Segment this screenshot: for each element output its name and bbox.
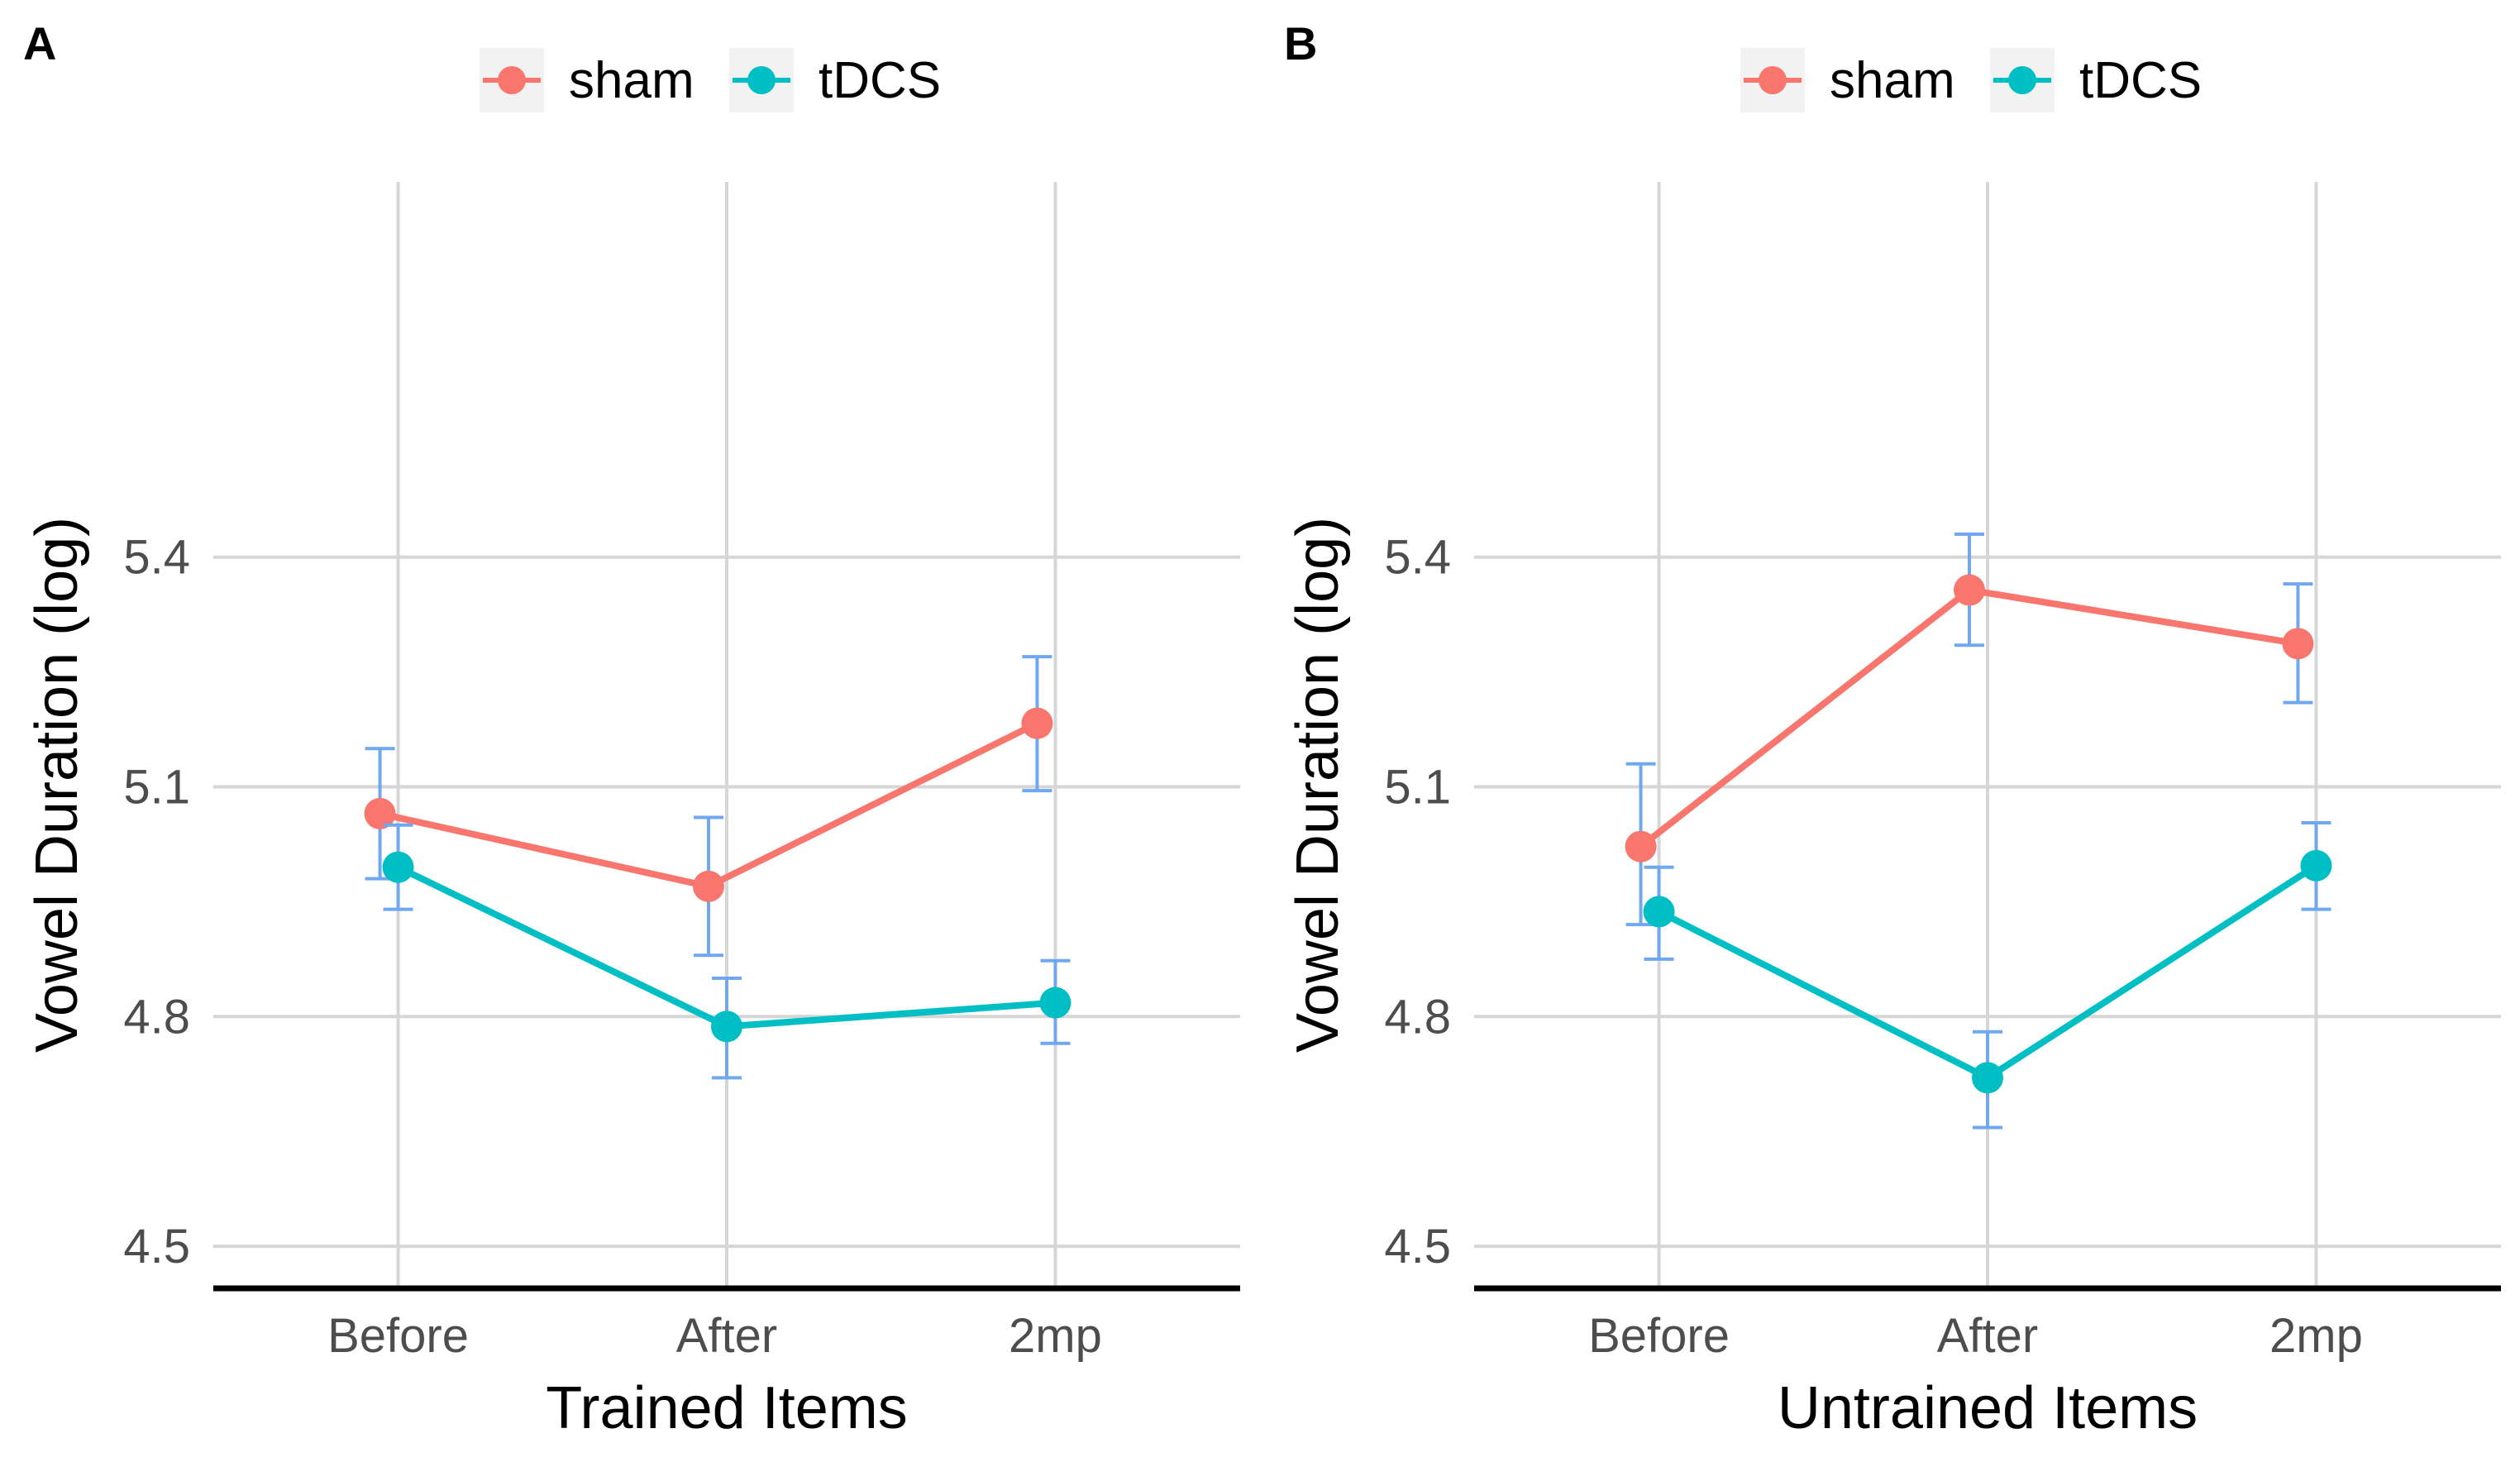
legend: sham tDCS xyxy=(480,48,941,112)
legend-label: tDCS xyxy=(819,52,941,109)
legend-item-sham: sham xyxy=(480,48,694,112)
x-tick-label: 2mp xyxy=(2269,1309,2363,1363)
x-tick-label: Before xyxy=(327,1309,469,1363)
data-point xyxy=(1643,896,1675,928)
x-tick-label: Before xyxy=(1588,1309,1730,1363)
legend-key-marker xyxy=(1759,66,1787,94)
y-tick-label: 4.8 xyxy=(1384,990,1451,1044)
legend-key-marker xyxy=(2008,66,2036,94)
data-point xyxy=(382,851,414,883)
y-tick-label: 5.1 xyxy=(1384,761,1451,815)
data-point xyxy=(711,1010,742,1043)
y-tick-label: 4.5 xyxy=(123,1220,190,1273)
series-tdcs xyxy=(382,823,1071,1080)
data-point xyxy=(2300,849,2332,882)
legend: sham tDCS xyxy=(1740,48,2202,112)
data-point xyxy=(364,797,396,829)
x-axis-title: Untrained Items xyxy=(1778,1375,2198,1441)
y-tick-label: 4.5 xyxy=(1384,1220,1451,1273)
y-tick-label: 5.4 xyxy=(1384,531,1451,585)
x-tick-label: 2mp xyxy=(1009,1309,1102,1363)
legend-label: tDCS xyxy=(2079,52,2202,109)
data-point xyxy=(1021,707,1053,739)
panel-label: B xyxy=(1284,17,1317,69)
x-axis-title: Trained Items xyxy=(546,1375,907,1441)
panel-b: 4.5 4.8 5.1 5.4 Before After 2mp Untrained Item… xyxy=(1284,17,2501,1441)
y-tick-label: 5.4 xyxy=(123,531,190,585)
data-point xyxy=(1039,987,1071,1019)
x-tick-label: After xyxy=(1937,1309,2039,1363)
legend-item-sham: sham xyxy=(1740,48,1955,112)
legend-item-tdcs: tDCS xyxy=(729,48,941,112)
legend-key-marker xyxy=(498,66,526,94)
data-point xyxy=(1954,574,1985,606)
data-point xyxy=(1972,1062,2003,1094)
panel-a: 4.5 4.8 5.1 5.4 Before After 2mp Trained Items V… xyxy=(23,17,1240,1441)
data-point xyxy=(693,870,724,902)
series-sham xyxy=(1625,532,2314,927)
series-sham xyxy=(364,655,1053,958)
legend-label: sham xyxy=(1830,52,1955,109)
legend-label: sham xyxy=(569,52,694,109)
series-tdcs xyxy=(1643,821,2332,1130)
panel-label: A xyxy=(23,17,56,69)
y-axis-title: Vowel Duration (log) xyxy=(24,517,90,1053)
data-point xyxy=(2282,628,2314,660)
legend-key-marker xyxy=(747,66,776,94)
y-tick-label: 5.1 xyxy=(123,761,190,815)
legend-item-tdcs: tDCS xyxy=(1990,48,2202,112)
data-point xyxy=(1625,830,1657,862)
y-tick-label: 4.8 xyxy=(123,990,190,1044)
x-tick-label: After xyxy=(676,1309,778,1363)
y-axis-title: Vowel Duration (log) xyxy=(1285,517,1351,1053)
